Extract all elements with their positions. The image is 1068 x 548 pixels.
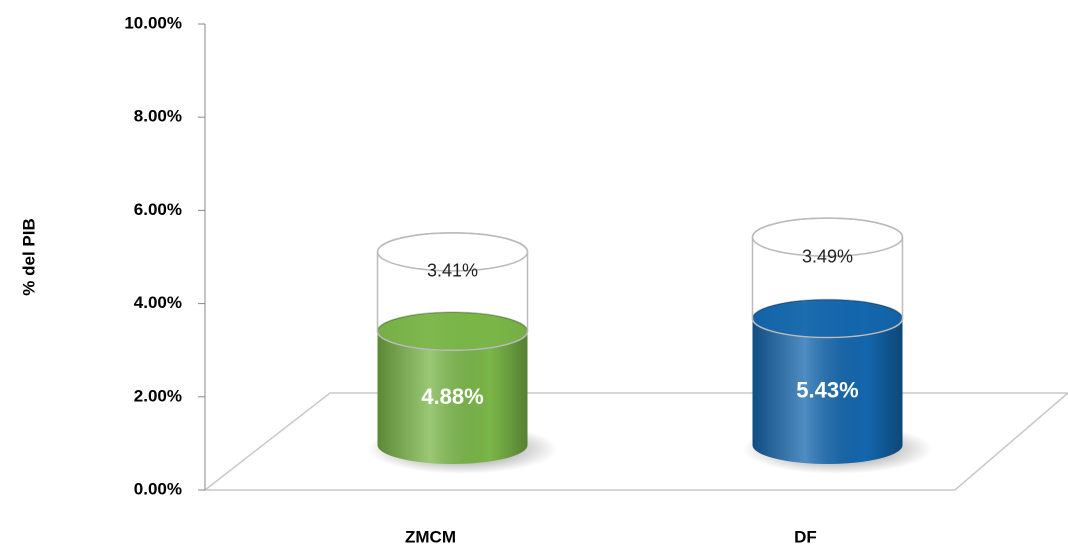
value-label: 3.41% xyxy=(427,260,478,280)
cylinder-shade xyxy=(377,312,528,464)
y-tick-label: 6.00% xyxy=(134,200,182,219)
value-label: 5.43% xyxy=(796,378,858,403)
x-tick-label: DF xyxy=(794,527,817,546)
y-tick-label: 10.00% xyxy=(124,13,182,32)
floor xyxy=(202,392,1068,491)
y-tick-label: 2.00% xyxy=(134,386,182,405)
y-tick-label: 8.00% xyxy=(134,107,182,126)
value-label: 4.88% xyxy=(421,384,483,409)
cylinder-body xyxy=(376,232,529,352)
value-label: 3.49% xyxy=(802,247,853,267)
y-tick-label: 0.00% xyxy=(134,479,182,498)
cylinder-top xyxy=(751,217,904,257)
y-axis-label: % del PIB xyxy=(19,218,38,295)
x-tick-label: ZMCM xyxy=(405,527,456,546)
cylinder-body xyxy=(751,217,904,339)
cylinder-shade xyxy=(752,299,903,464)
cylinder-top xyxy=(376,232,529,272)
y-tick-label: 4.00% xyxy=(134,293,182,312)
